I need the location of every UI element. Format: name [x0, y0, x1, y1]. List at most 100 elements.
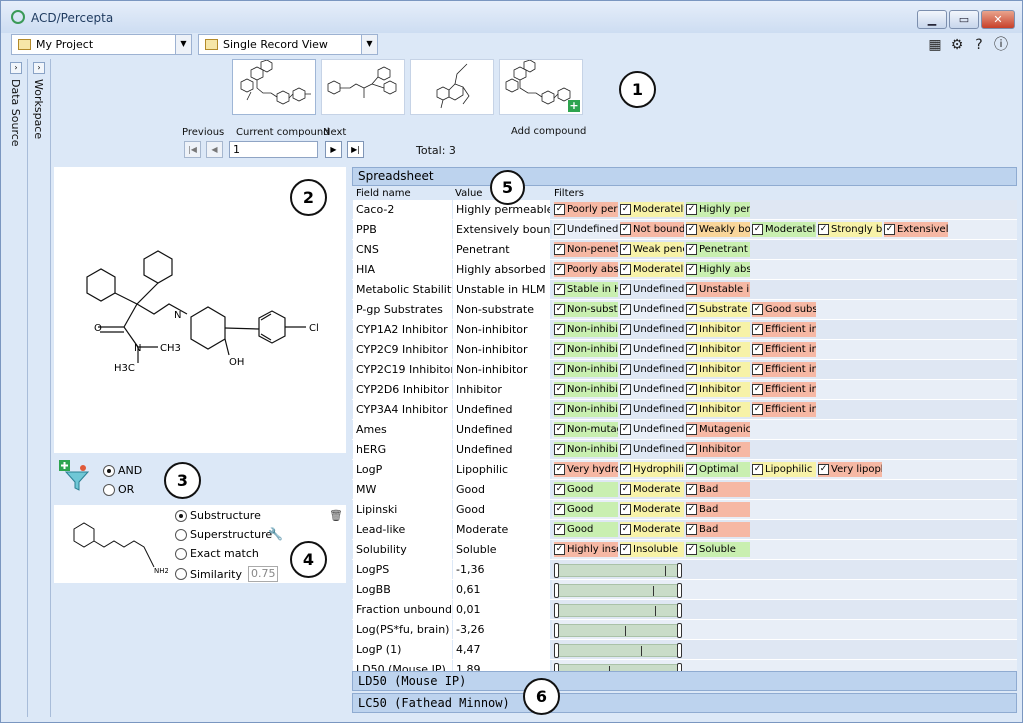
- tab-data-source[interactable]: › Data Source: [6, 59, 28, 717]
- filter-chip[interactable]: ✓ Non-inhibit: [554, 362, 618, 377]
- checkbox[interactable]: ✓: [620, 524, 631, 535]
- and-option[interactable]: AND: [103, 464, 142, 477]
- checkbox[interactable]: ✓: [752, 224, 763, 235]
- filter-chip[interactable]: ✓ Bad: [686, 502, 750, 517]
- filter-chip[interactable]: ✓ Weak pene: [620, 242, 684, 257]
- slider-max-handle[interactable]: [677, 623, 682, 638]
- checkbox[interactable]: ✓: [620, 304, 631, 315]
- query-structure[interactable]: NH2: [56, 507, 168, 581]
- accordion-lc50[interactable]: LC50 (Fathead Minnow): [352, 693, 1017, 713]
- slider-min-handle[interactable]: [554, 643, 559, 658]
- slider-max-handle[interactable]: [677, 643, 682, 658]
- filter-chip[interactable]: ✓ Moderate: [620, 522, 684, 537]
- filter-chip[interactable]: ✓Efficient inh: [752, 362, 816, 377]
- checkbox[interactable]: ✓: [686, 264, 697, 275]
- filter-chip[interactable]: ✓ Non-inhibit: [554, 322, 618, 337]
- filter-chip[interactable]: ✓Efficient inh: [752, 342, 816, 357]
- filter-chip[interactable]: ✓ Very lipoph: [818, 462, 882, 477]
- checkbox[interactable]: ✓: [620, 464, 631, 475]
- filter-chip[interactable]: ✓ Highly perr: [686, 202, 750, 217]
- checkbox[interactable]: ✓: [620, 444, 631, 455]
- accordion-ld50[interactable]: LD50 (Mouse IP): [352, 671, 1017, 691]
- compound-thumbnail[interactable]: [410, 59, 494, 115]
- add-compound-button[interactable]: +: [499, 59, 583, 115]
- filter-chip[interactable]: ✓Efficient inh: [752, 322, 816, 337]
- close-button[interactable]: ✕: [981, 10, 1015, 29]
- filter-chip[interactable]: ✓ Non-inhibit: [554, 402, 618, 417]
- filter-chip[interactable]: ✓ Undefined: [554, 222, 618, 237]
- checkbox[interactable]: ✓: [554, 304, 565, 315]
- filter-chip[interactable]: ✓ Non-inhibit: [554, 382, 618, 397]
- filter-chip[interactable]: ✓ Inhibitor: [686, 342, 750, 357]
- superstructure-option[interactable]: Superstructure: [175, 528, 272, 541]
- filter-chip[interactable]: ✓ Soluble: [686, 542, 750, 557]
- last-button[interactable]: ▶|: [347, 141, 364, 158]
- filter-chip[interactable]: ✓ Moderately: [752, 222, 816, 237]
- filter-chip[interactable]: ✓ Lipophilic: [752, 462, 816, 477]
- filter-chip[interactable]: ✓ Non-inhibit: [554, 342, 618, 357]
- tab-workspace[interactable]: › Workspace: [29, 59, 51, 717]
- checkbox[interactable]: ✓: [686, 544, 697, 555]
- checkbox[interactable]: ✓: [752, 464, 763, 475]
- filter-chip[interactable]: ✓ Unstable in: [686, 282, 750, 297]
- or-radio[interactable]: [103, 483, 115, 496]
- info-icon[interactable]: ⓘ: [994, 37, 1008, 53]
- checkbox[interactable]: ✓: [686, 324, 697, 335]
- gear-icon[interactable]: ⚙: [950, 37, 964, 53]
- filter-chip[interactable]: ✓ Very hydro: [554, 462, 618, 477]
- filter-chip[interactable]: ✓ Inhibitor: [686, 402, 750, 417]
- filter-chip[interactable]: ✓ Good subst: [752, 302, 816, 317]
- checkbox[interactable]: ✓: [884, 224, 895, 235]
- checkbox[interactable]: ✓: [554, 424, 565, 435]
- help-icon[interactable]: ?: [975, 37, 983, 53]
- filter-chip[interactable]: ✓Stable in HL: [554, 282, 618, 297]
- wrench-icon[interactable]: 🔧: [268, 527, 283, 541]
- filter-chip[interactable]: ✓ Moderate: [620, 502, 684, 517]
- substructure-option[interactable]: Substructure: [175, 509, 261, 522]
- previous-button[interactable]: ◀: [206, 141, 223, 158]
- filter-chip[interactable]: ✓ Undefined: [620, 402, 684, 417]
- filter-chip[interactable]: ✓ Hydrophilic: [620, 462, 684, 477]
- filter-chip[interactable]: ✓ Moderate: [620, 482, 684, 497]
- filter-chip[interactable]: ✓ Inhibitor: [686, 382, 750, 397]
- superstructure-radio[interactable]: [175, 528, 187, 541]
- checkbox[interactable]: ✓: [554, 324, 565, 335]
- checkbox[interactable]: ✓: [554, 544, 565, 555]
- checkbox[interactable]: ✓: [620, 344, 631, 355]
- or-option[interactable]: OR: [103, 483, 134, 496]
- checkbox[interactable]: ✓: [620, 204, 631, 215]
- exact-match-radio[interactable]: [175, 547, 187, 560]
- checkbox[interactable]: ✓: [686, 464, 697, 475]
- filter-chip[interactable]: ✓ Non-substr: [554, 302, 618, 317]
- checkbox[interactable]: ✓: [686, 424, 697, 435]
- and-radio[interactable]: [103, 464, 115, 477]
- filter-chip[interactable]: ✓ Substrate: [686, 302, 750, 317]
- checkbox[interactable]: ✓: [686, 524, 697, 535]
- filter-chip[interactable]: ✓Highly abso: [686, 262, 750, 277]
- checkbox[interactable]: ✓: [686, 384, 697, 395]
- filter-chip[interactable]: ✓ Optimal: [686, 462, 750, 477]
- filter-chip[interactable]: ✓ Undefined: [620, 282, 684, 297]
- compound-thumbnail[interactable]: [321, 59, 405, 115]
- filter-chip[interactable]: ✓ Bad: [686, 482, 750, 497]
- similarity-option[interactable]: Similarity 0.75: [175, 566, 279, 582]
- checkbox[interactable]: ✓: [620, 244, 631, 255]
- checkbox[interactable]: ✓: [554, 244, 565, 255]
- range-slider[interactable]: [554, 563, 682, 578]
- filter-chip[interactable]: ✓ Undefined: [620, 302, 684, 317]
- filter-chip[interactable]: ✓ Non-mutag: [554, 422, 618, 437]
- checkbox[interactable]: ✓: [554, 224, 565, 235]
- chevron-down-icon[interactable]: ▼: [361, 35, 377, 54]
- filter-chip[interactable]: ✓Weakly bou: [686, 222, 750, 237]
- filter-chip[interactable]: ✓ Undefined: [620, 362, 684, 377]
- filter-chip[interactable]: ✓ Inhibitor: [686, 362, 750, 377]
- filter-chip[interactable]: ✓ Moderately: [620, 202, 684, 217]
- checkbox[interactable]: ✓: [620, 264, 631, 275]
- range-slider[interactable]: [554, 603, 682, 618]
- checkbox[interactable]: ✓: [620, 544, 631, 555]
- checkbox[interactable]: ✓: [752, 324, 763, 335]
- slider-min-handle[interactable]: [554, 563, 559, 578]
- minimize-button[interactable]: ▁: [917, 10, 947, 29]
- filter-chip[interactable]: ✓ Not bound: [620, 222, 684, 237]
- checkbox[interactable]: ✓: [752, 344, 763, 355]
